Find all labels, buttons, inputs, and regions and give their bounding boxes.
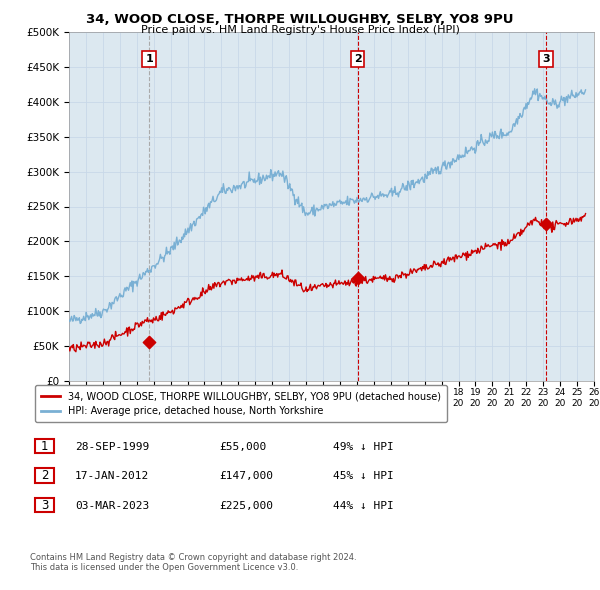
Text: 03-MAR-2023: 03-MAR-2023 <box>75 501 149 510</box>
Text: 1: 1 <box>41 440 48 453</box>
Text: 3: 3 <box>542 54 550 64</box>
Text: 34, WOOD CLOSE, THORPE WILLOUGHBY, SELBY, YO8 9PU: 34, WOOD CLOSE, THORPE WILLOUGHBY, SELBY… <box>86 13 514 26</box>
Text: 45% ↓ HPI: 45% ↓ HPI <box>333 471 394 481</box>
Text: 17-JAN-2012: 17-JAN-2012 <box>75 471 149 481</box>
Text: 28-SEP-1999: 28-SEP-1999 <box>75 442 149 451</box>
FancyBboxPatch shape <box>35 497 54 513</box>
Text: Price paid vs. HM Land Registry's House Price Index (HPI): Price paid vs. HM Land Registry's House … <box>140 25 460 35</box>
Text: 2: 2 <box>354 54 361 64</box>
Text: 2: 2 <box>41 469 48 482</box>
Text: 44% ↓ HPI: 44% ↓ HPI <box>333 501 394 510</box>
FancyBboxPatch shape <box>35 438 54 454</box>
Text: £225,000: £225,000 <box>219 501 273 510</box>
Text: 3: 3 <box>41 499 48 512</box>
Text: 49% ↓ HPI: 49% ↓ HPI <box>333 442 394 451</box>
Point <box>541 219 551 229</box>
Text: 1: 1 <box>145 54 153 64</box>
Point <box>353 274 362 283</box>
Text: £147,000: £147,000 <box>219 471 273 481</box>
Text: Contains HM Land Registry data © Crown copyright and database right 2024.: Contains HM Land Registry data © Crown c… <box>30 553 356 562</box>
Text: £55,000: £55,000 <box>219 442 266 451</box>
Legend: 34, WOOD CLOSE, THORPE WILLOUGHBY, SELBY, YO8 9PU (detached house), HPI: Average: 34, WOOD CLOSE, THORPE WILLOUGHBY, SELBY… <box>35 385 447 422</box>
Point <box>145 337 154 347</box>
Text: This data is licensed under the Open Government Licence v3.0.: This data is licensed under the Open Gov… <box>30 563 298 572</box>
FancyBboxPatch shape <box>35 468 54 483</box>
